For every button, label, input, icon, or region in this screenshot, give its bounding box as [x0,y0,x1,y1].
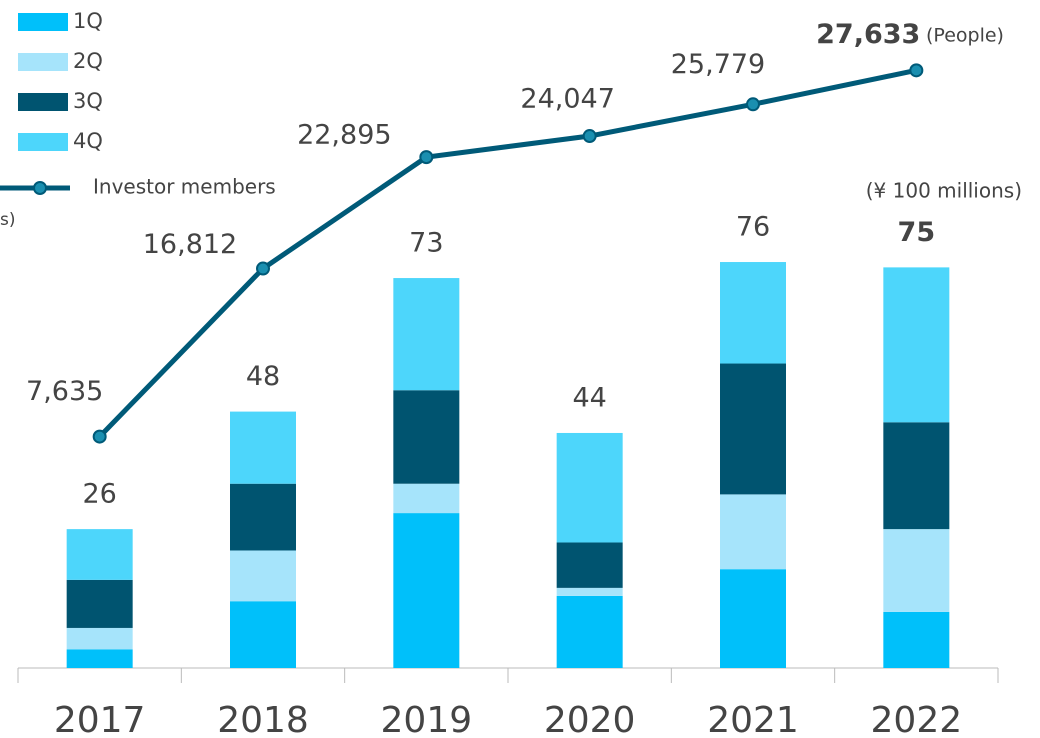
bar-total-label: 48 [246,361,280,392]
x-tick-label: 2019 [381,700,473,738]
line-value-label: 7,635 [26,376,103,407]
bar-segment [720,262,786,364]
bar-segment [66,579,133,628]
line-value-label: 22,895 [297,120,391,151]
bar-total-label: 26 [82,479,116,510]
bar-segment [230,550,296,602]
bar-segment [720,363,786,495]
bar-segment [393,278,460,391]
line-point [909,63,924,78]
bar-segment [556,432,623,543]
bar-segment [66,529,133,580]
bar-segment [556,595,623,668]
bar-segment [66,649,133,668]
legend-swatch [18,53,68,71]
line [97,67,917,439]
x-tick-label: 2020 [544,700,636,738]
bar-segment [720,569,786,668]
x-tick-label: 2018 [217,700,309,738]
y2-unit: (People) [926,25,1004,47]
bar-segment [230,411,296,484]
bar-segment [230,601,296,668]
line-value-label: 25,779 [671,49,765,80]
x-tick-label: 2022 [871,700,963,738]
legend-swatch [18,93,68,111]
bar-segment [883,422,950,530]
legend-swatch [18,13,68,31]
bar-total-label: 44 [572,382,606,413]
line-point [746,97,760,112]
legend-marker [33,181,47,195]
bar-segment [230,483,296,551]
legend-label: 3Q [73,89,103,113]
bar-segment [393,390,460,484]
line-value-label: 16,812 [143,229,237,260]
bar-segment [393,513,460,668]
bar-segment [883,529,950,612]
line-point [582,129,597,144]
y-axis-label: s) [0,210,16,230]
line-point [92,429,107,444]
bar-segment [66,627,133,650]
x-tick-label: 2017 [54,700,146,738]
y-unit: (¥ 100 millions) [866,179,1022,203]
line-point [256,261,270,276]
legend-label: 2Q [73,49,103,73]
bar-segment [720,494,786,570]
line-value-label: 27,633 [816,19,920,50]
bar-segment [556,587,623,596]
legend-label: 4Q [73,129,103,153]
bar-segment [556,542,623,588]
line-point [419,150,434,165]
bar-total-label: 75 [898,217,936,248]
legend-swatch [18,133,68,151]
bar-segment [883,611,950,668]
bar-segment [883,267,950,423]
legend-label: Investor members [93,175,276,199]
bar-total-label: 73 [409,228,443,259]
x-tick-label: 2021 [707,700,799,738]
line-value-label: 24,047 [520,84,614,115]
bar-segment [393,483,460,514]
bar-total-label: 76 [736,212,770,243]
legend-label: 1Q [73,9,103,33]
